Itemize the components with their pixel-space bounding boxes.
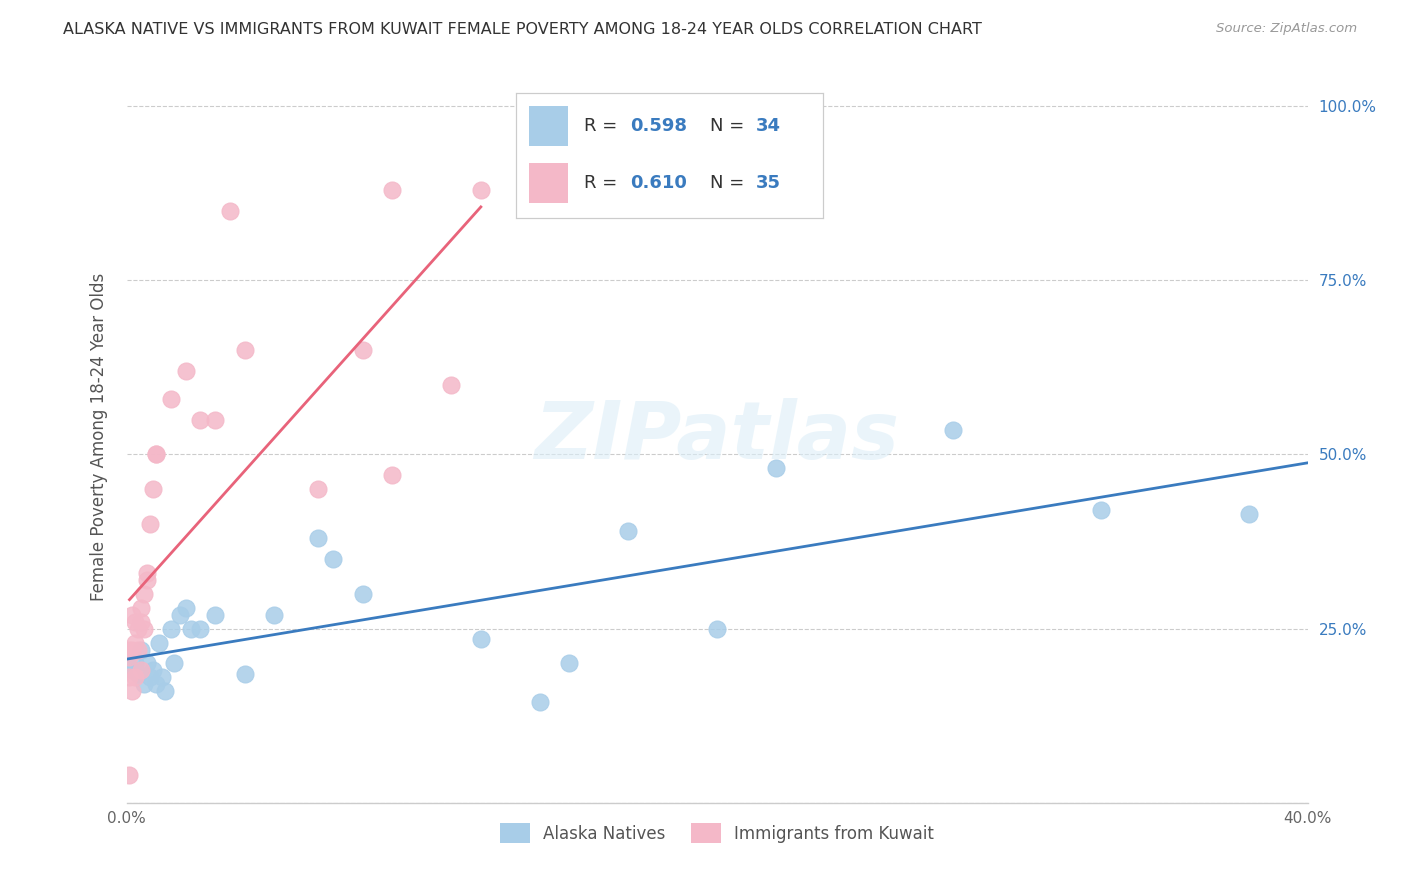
- Point: [129, 664, 153, 678]
- Point: [381, 183, 404, 197]
- Point: [136, 566, 159, 580]
- Point: [180, 622, 202, 636]
- Point: [1090, 503, 1112, 517]
- Text: ALASKA NATIVE VS IMMIGRANTS FROM KUWAIT FEMALE POVERTY AMONG 18-24 YEAR OLDS COR: ALASKA NATIVE VS IMMIGRANTS FROM KUWAIT …: [63, 22, 983, 37]
- Point: [145, 677, 167, 691]
- Point: [139, 517, 162, 532]
- Point: [765, 461, 787, 475]
- Legend: Alaska Natives, Immigrants from Kuwait: Alaska Natives, Immigrants from Kuwait: [494, 817, 941, 849]
- Point: [204, 412, 226, 426]
- Point: [124, 670, 146, 684]
- Point: [160, 392, 183, 406]
- Point: [118, 642, 141, 657]
- Point: [188, 412, 212, 426]
- Point: [118, 660, 141, 674]
- Point: [219, 203, 242, 218]
- Point: [174, 600, 197, 615]
- Point: [308, 531, 330, 545]
- Point: [942, 423, 965, 437]
- Point: [121, 684, 143, 698]
- Point: [381, 468, 404, 483]
- Point: [352, 343, 374, 357]
- Point: [174, 364, 197, 378]
- Point: [160, 622, 183, 636]
- Point: [127, 622, 149, 636]
- Point: [470, 183, 492, 197]
- Point: [308, 483, 330, 497]
- Y-axis label: Female Poverty Among 18-24 Year Olds: Female Poverty Among 18-24 Year Olds: [90, 273, 108, 601]
- Point: [129, 642, 153, 657]
- Point: [145, 448, 167, 462]
- Point: [142, 483, 165, 497]
- Point: [163, 657, 186, 671]
- Point: [121, 664, 143, 678]
- Text: ZIPatlas: ZIPatlas: [534, 398, 900, 476]
- Point: [139, 670, 162, 684]
- Point: [136, 657, 159, 671]
- Text: Source: ZipAtlas.com: Source: ZipAtlas.com: [1216, 22, 1357, 36]
- Point: [322, 552, 344, 566]
- Point: [118, 768, 141, 782]
- Point: [204, 607, 226, 622]
- Point: [470, 632, 492, 646]
- Point: [134, 587, 156, 601]
- Point: [124, 615, 146, 629]
- Point: [153, 684, 176, 698]
- Point: [129, 615, 153, 629]
- Point: [706, 622, 728, 636]
- Point: [169, 607, 191, 622]
- Point: [121, 607, 143, 622]
- Point: [118, 649, 141, 664]
- Point: [127, 667, 149, 681]
- Point: [148, 635, 170, 649]
- Point: [127, 642, 149, 657]
- Point: [118, 670, 141, 684]
- Point: [233, 667, 256, 681]
- Point: [233, 343, 256, 357]
- Point: [134, 677, 156, 691]
- Point: [145, 448, 167, 462]
- Point: [150, 670, 173, 684]
- Point: [124, 657, 146, 671]
- Point: [188, 622, 212, 636]
- Point: [352, 587, 374, 601]
- Point: [440, 377, 463, 392]
- Point: [529, 695, 551, 709]
- Point: [142, 664, 165, 678]
- Point: [136, 573, 159, 587]
- Point: [558, 657, 581, 671]
- Point: [129, 600, 153, 615]
- Point: [124, 635, 146, 649]
- Point: [121, 642, 143, 657]
- Point: [617, 524, 640, 538]
- Point: [263, 607, 285, 622]
- Point: [134, 622, 156, 636]
- Point: [1237, 507, 1260, 521]
